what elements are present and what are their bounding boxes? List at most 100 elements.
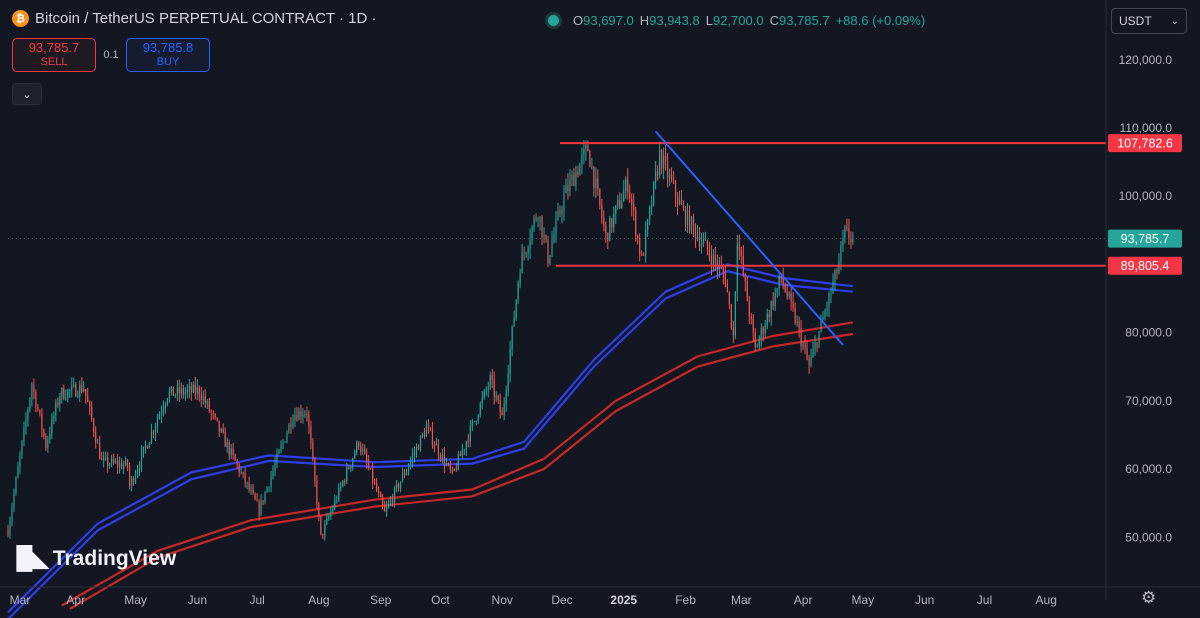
candle bbox=[804, 335, 806, 355]
candle bbox=[774, 287, 776, 311]
candle bbox=[515, 299, 517, 321]
candle bbox=[756, 343, 758, 348]
sell-button[interactable]: 93,785.7 SELL bbox=[12, 38, 96, 72]
candle bbox=[105, 451, 107, 462]
candle bbox=[409, 456, 412, 470]
candle bbox=[762, 326, 764, 342]
candle bbox=[639, 233, 641, 262]
candle bbox=[617, 194, 619, 210]
candle bbox=[569, 169, 571, 197]
candle bbox=[425, 420, 428, 437]
candle bbox=[382, 494, 384, 510]
candle bbox=[680, 189, 683, 206]
candle bbox=[702, 232, 705, 248]
candle bbox=[230, 444, 232, 459]
candle bbox=[810, 348, 812, 368]
candle bbox=[298, 407, 300, 421]
candle bbox=[120, 458, 123, 470]
candle bbox=[220, 427, 222, 434]
candle bbox=[364, 444, 366, 455]
candle bbox=[417, 444, 420, 451]
candle bbox=[148, 441, 151, 449]
candle bbox=[736, 234, 738, 302]
candle bbox=[388, 499, 390, 509]
candle bbox=[555, 211, 557, 243]
candle bbox=[740, 246, 742, 265]
y-tick-label: 50,000.0 bbox=[1125, 530, 1172, 544]
price-axis-label: 107,782.6 bbox=[1108, 134, 1182, 153]
candle bbox=[451, 466, 453, 475]
candle bbox=[31, 382, 33, 407]
candle bbox=[712, 248, 715, 272]
candle bbox=[543, 227, 545, 244]
candle bbox=[764, 320, 766, 338]
trendline[interactable] bbox=[654, 130, 844, 346]
gear-icon[interactable]: ⚙ bbox=[1141, 588, 1157, 607]
candle bbox=[507, 365, 509, 397]
candle bbox=[23, 421, 25, 447]
candle bbox=[637, 234, 639, 245]
candle bbox=[473, 421, 475, 423]
candle bbox=[629, 184, 631, 203]
currency-select[interactable]: USDT ⌄ bbox=[1111, 8, 1187, 34]
candle bbox=[186, 384, 188, 399]
x-tick-label: May bbox=[852, 593, 875, 607]
candle bbox=[302, 408, 304, 424]
candle bbox=[29, 396, 31, 413]
candle bbox=[19, 451, 21, 474]
candle bbox=[256, 493, 258, 502]
candle bbox=[338, 483, 340, 502]
candle bbox=[103, 451, 105, 468]
symbol-header[interactable]: ₿ Bitcoin / TetherUS PERPETUAL CONTRACT … bbox=[12, 10, 376, 27]
candle bbox=[324, 520, 326, 541]
candle bbox=[760, 323, 762, 348]
candle bbox=[411, 448, 414, 468]
currency-label: USDT bbox=[1119, 14, 1152, 28]
buy-button[interactable]: 93,785.8 BUY bbox=[126, 38, 210, 72]
candle bbox=[720, 255, 722, 270]
candle bbox=[553, 226, 555, 244]
candle bbox=[97, 438, 99, 444]
candle bbox=[35, 389, 37, 413]
candle bbox=[513, 310, 515, 327]
candle bbox=[830, 287, 832, 303]
candle bbox=[166, 397, 169, 407]
candle bbox=[483, 388, 485, 400]
candle bbox=[750, 312, 752, 325]
collapse-legend-button[interactable]: ⌄ bbox=[12, 83, 42, 105]
tradingview-brand[interactable]: ▉◣ TradingView bbox=[17, 546, 176, 572]
candle bbox=[547, 235, 549, 268]
candle bbox=[824, 308, 826, 321]
candle bbox=[649, 205, 651, 225]
candle bbox=[284, 441, 286, 443]
candle bbox=[122, 460, 125, 475]
candle bbox=[591, 157, 593, 170]
candle bbox=[228, 439, 230, 460]
candle bbox=[126, 458, 129, 472]
candle bbox=[563, 185, 565, 221]
candle bbox=[772, 291, 774, 311]
candle bbox=[77, 390, 79, 399]
candle bbox=[124, 456, 127, 467]
spread-value: 0.1 bbox=[103, 49, 119, 61]
candle bbox=[449, 460, 451, 474]
candle bbox=[59, 392, 61, 412]
x-tick-label: Oct bbox=[431, 593, 450, 607]
candle bbox=[674, 179, 677, 207]
candle bbox=[282, 438, 284, 450]
candle bbox=[499, 393, 501, 419]
candle bbox=[258, 499, 260, 521]
candle bbox=[15, 476, 17, 496]
candle bbox=[465, 440, 467, 456]
candle bbox=[599, 188, 601, 210]
candle bbox=[768, 309, 770, 323]
candle bbox=[792, 292, 794, 312]
candle bbox=[204, 389, 206, 409]
candle bbox=[21, 440, 23, 459]
x-tick-label: Nov bbox=[492, 593, 513, 607]
candle bbox=[296, 406, 298, 422]
x-tick-label: 2025 bbox=[610, 593, 637, 607]
candle bbox=[686, 203, 689, 233]
candle bbox=[286, 430, 288, 444]
